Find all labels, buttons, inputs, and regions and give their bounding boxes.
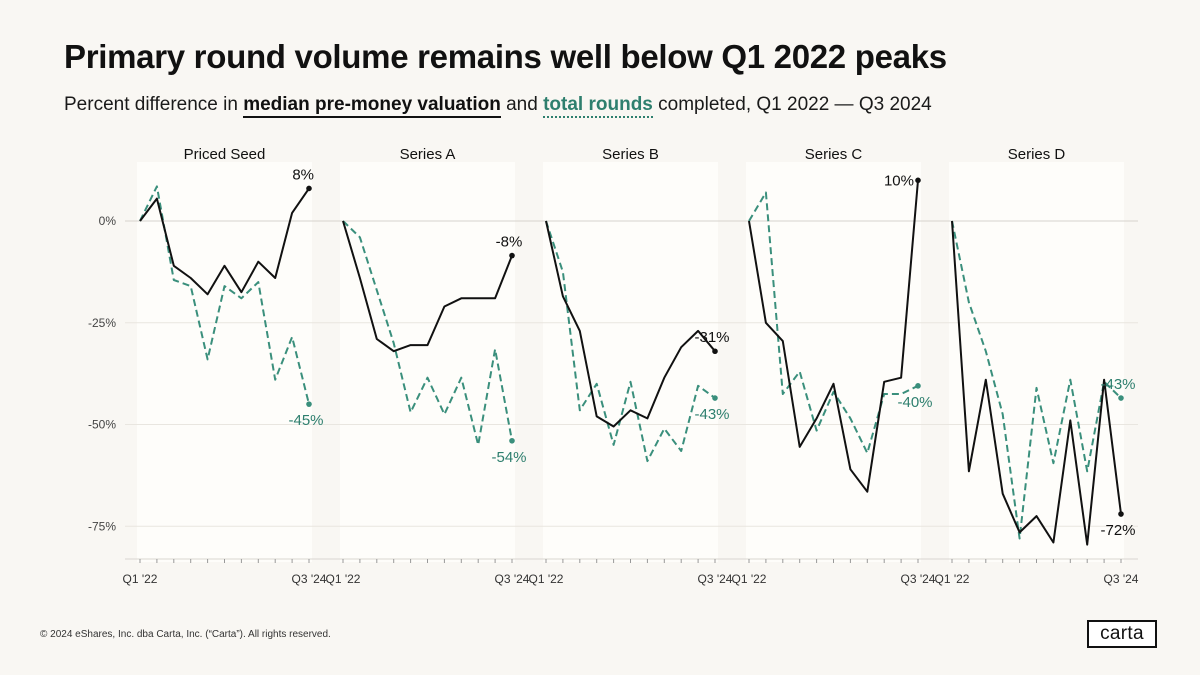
total-rounds-end-point (915, 383, 921, 389)
total-rounds-end-label: -45% (288, 412, 323, 429)
x-tick-label-start: Q1 '22 (326, 572, 361, 586)
panel-background (949, 162, 1124, 562)
median-valuation-line (545, 220, 716, 428)
panel-title: Series A (400, 146, 456, 163)
total-rounds-line (139, 185, 310, 405)
legend-key-valuation: median pre-money valuation (243, 94, 501, 118)
subtitle-connector: and (500, 94, 544, 115)
median-valuation-end-label: 8% (292, 166, 314, 183)
y-tick-label: -25% (88, 316, 116, 330)
subtitle-suffix: completed, Q1 2022 — Q3 2024 (652, 94, 932, 115)
total-rounds-line (951, 220, 1122, 540)
x-tick-label-end: Q3 '24 (901, 572, 936, 586)
y-tick-label: -75% (88, 519, 116, 533)
median-valuation-line (342, 220, 513, 353)
total-rounds-line (342, 220, 513, 446)
median-valuation-end-point (712, 348, 718, 355)
total-rounds-end-point (712, 395, 718, 401)
total-rounds-line (748, 191, 919, 454)
total-rounds-end-label: -43% (1100, 376, 1135, 393)
subtitle-prefix: Percent difference in (64, 94, 244, 115)
median-valuation-end-label: -8% (496, 234, 523, 251)
total-rounds-end-label: -54% (491, 449, 526, 466)
median-valuation-end-label: -31% (694, 329, 729, 346)
panel-background (746, 162, 921, 562)
x-tick-label-end: Q3 '24 (1104, 572, 1139, 586)
chart-subtitle: Percent difference in median pre-money v… (64, 94, 932, 118)
median-valuation-line (951, 220, 1122, 546)
median-valuation-line (748, 180, 919, 493)
median-valuation-end-label: -72% (1100, 522, 1135, 539)
total-rounds-end-point (509, 437, 515, 444)
x-tick-label-end: Q3 '24 (495, 572, 530, 586)
y-tick-label: -50% (88, 418, 116, 432)
panel-background (340, 162, 515, 562)
total-rounds-end-label: -40% (897, 394, 932, 411)
median-valuation-end-point (509, 252, 515, 259)
x-tick-label-start: Q1 '22 (935, 572, 970, 586)
panel-title: Series C (805, 146, 863, 163)
total-rounds-end-point (306, 401, 312, 407)
median-valuation-end-point (915, 177, 921, 184)
chart-title: Primary round volume remains well below … (64, 38, 947, 75)
x-tick-label-start: Q1 '22 (529, 572, 564, 586)
total-rounds-line (545, 220, 716, 463)
x-tick-label-end: Q3 '24 (292, 572, 327, 586)
carta-logo: carta (1087, 620, 1157, 648)
panel-title: Priced Seed (184, 146, 266, 163)
x-tick-label-end: Q3 '24 (698, 572, 733, 586)
total-rounds-end-point (1118, 395, 1124, 401)
panel-background (543, 162, 718, 562)
panel-title: Series B (602, 146, 659, 163)
panel-title: Series D (1008, 146, 1066, 163)
median-valuation-end-point (1118, 511, 1124, 517)
x-tick-label-start: Q1 '22 (123, 572, 158, 586)
y-tick-label: 0% (99, 214, 117, 228)
median-valuation-end-point (306, 185, 312, 192)
total-rounds-end-label: -43% (694, 406, 729, 423)
x-tick-label-start: Q1 '22 (732, 572, 767, 586)
median-valuation-end-label: 10% (884, 172, 914, 189)
copyright-notice: © 2024 eShares, Inc. dba Carta, Inc. (“C… (40, 629, 331, 640)
median-valuation-line (139, 187, 310, 296)
legend-key-rounds: total rounds (543, 94, 653, 118)
